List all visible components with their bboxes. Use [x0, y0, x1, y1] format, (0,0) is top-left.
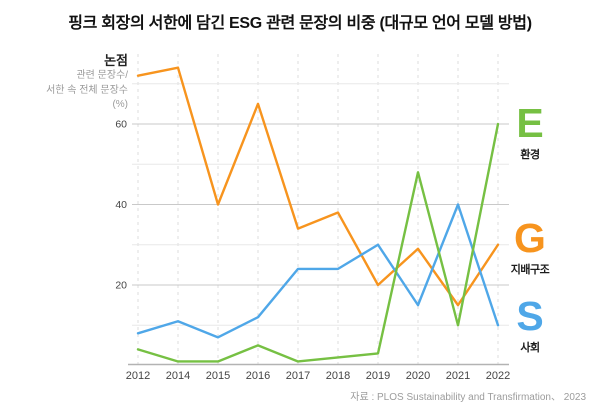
y-axis-header-word: 논점	[104, 53, 128, 68]
y-tick-label-60: 60	[115, 119, 127, 131]
x-tick-label-2022: 2022	[486, 370, 510, 382]
y-axis-unit-line-1: 관련 문장수/	[76, 70, 128, 81]
legend-letter-g: G	[514, 215, 546, 261]
source-note: 자료 : PLOS Sustainability and Transfirmat…	[350, 392, 586, 403]
series-line-G 지배구조	[136, 66, 500, 307]
x-tick-label-2015: 2015	[206, 370, 230, 382]
y-tick-label-20: 20	[115, 280, 127, 292]
legend-item-social: S 사회	[502, 296, 558, 355]
legend-letter-s: S	[516, 293, 544, 339]
x-tick-label-2020: 2020	[406, 370, 430, 382]
legend-letter-e: E	[516, 100, 544, 146]
x-tick-label-2014: 2014	[166, 370, 190, 382]
x-tick-label-2017: 2017	[286, 370, 310, 382]
x-tick-label-2016: 2016	[246, 370, 270, 382]
chart-title: 핑크 회장의 서한에 담긴 ESG 관련 문장의 비중 (대규모 언어 모델 방…	[68, 15, 532, 32]
legend-item-governance: G 지배구조	[502, 218, 558, 277]
x-tick-label-2012: 2012	[126, 370, 150, 382]
y-axis-unit-line-2: 서한 속 전체 문장수	[46, 84, 128, 96]
legend-label-environment: 환경	[520, 149, 540, 161]
x-tick-label-2019: 2019	[366, 370, 390, 382]
series-line-E 환경	[136, 122, 500, 363]
series-line-S 사회	[136, 203, 500, 339]
legend-label-governance: 지배구조	[510, 264, 550, 276]
legend-label-social: 사회	[520, 342, 540, 354]
y-tick-label-40: 40	[115, 199, 127, 211]
x-tick-label-2018: 2018	[326, 370, 350, 382]
legend-item-environment: E 환경	[502, 103, 558, 162]
x-tick-label-2021: 2021	[446, 370, 470, 382]
y-axis-unit-line-3: (%)	[112, 99, 128, 110]
y-axis-header: 논점 관련 문장수/ 서한 속 전체 문장수 (%)	[0, 53, 128, 113]
